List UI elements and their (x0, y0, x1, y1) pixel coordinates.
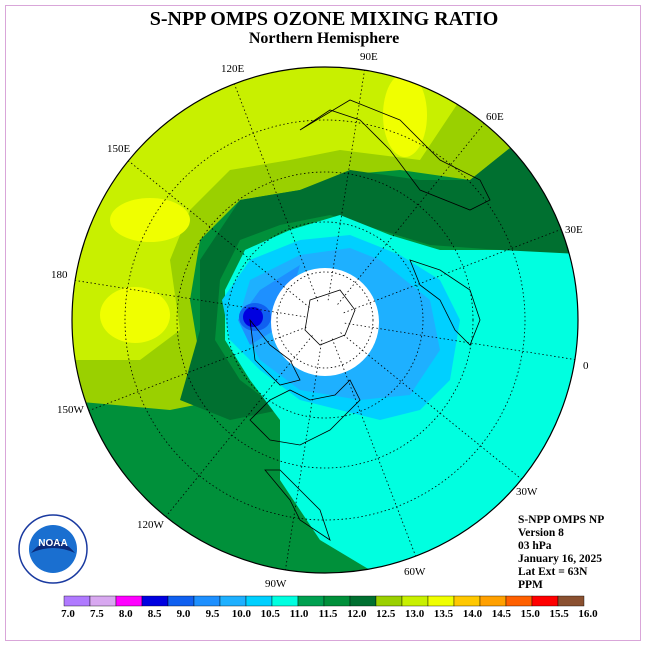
meridian-line (327, 70, 365, 301)
coast-canada-arctic (249, 318, 301, 386)
field-band-13.5-a (110, 198, 190, 242)
figure-frame (5, 5, 641, 641)
colorbar-tick-label: 9.5 (205, 608, 220, 620)
colorbar-tick-label: 12.0 (347, 608, 367, 620)
coast-europe (409, 259, 481, 346)
colorbar-tick-label: 10.0 (231, 608, 251, 620)
lon-60e: 60E (486, 111, 504, 123)
colorbar-tick-label: 7.0 (61, 608, 75, 620)
meridian-line (344, 322, 575, 360)
info-version: Version 8 (518, 527, 564, 539)
coast-asia (299, 99, 491, 211)
info-units: PPM (518, 579, 543, 591)
colorbar-tick-label: 15.0 (520, 608, 540, 620)
lon-60w: 60W (404, 566, 426, 578)
meridian-line (285, 339, 323, 570)
colorbar-tick-label: 14.0 (462, 608, 483, 620)
colorbar-tick-label: 13.5 (433, 608, 454, 620)
info-date: January 16, 2025 (518, 553, 603, 565)
coast-greenland (304, 289, 356, 346)
meridian-line (165, 335, 313, 517)
logo-text: NOAA (38, 538, 67, 549)
colorbar-tick-label: 12.5 (376, 608, 396, 620)
colorbar-tick-label: 14.5 (491, 608, 511, 620)
info-instrument: S-NPP OMPS NP (518, 514, 605, 526)
coast-central-america (264, 469, 331, 541)
colorbar-tick-label: 10.5 (260, 608, 280, 620)
colorbar-tick-label: 8.5 (147, 608, 162, 620)
lat-circle-60 (176, 171, 474, 469)
meridian-line (337, 123, 485, 305)
colorbar-tick-label: 9.0 (176, 608, 191, 620)
meridians (75, 70, 575, 570)
page-subtitle: Northern Hemisphere (248, 30, 400, 47)
coastlines (249, 99, 491, 541)
lon-120e: 120E (221, 63, 245, 75)
field-band-12.0 (180, 140, 578, 420)
meridian-line (88, 326, 307, 412)
coast-north-america (249, 379, 361, 446)
lat-circle-80 (276, 271, 374, 369)
lon-0: 0 (583, 360, 589, 372)
colorbar-tick-label: 11.0 (289, 608, 309, 620)
lon-30e: 30E (565, 224, 583, 236)
info-level: 03 hPa (518, 540, 552, 552)
meridian-line (343, 228, 562, 314)
logo-globe (29, 525, 77, 573)
noaa-logo: NOAA (18, 514, 88, 584)
colorbar-tick-label: 8.0 (118, 608, 133, 620)
meridian-line (75, 280, 306, 318)
polar-no-data (271, 268, 379, 376)
lon-150w: 150W (57, 404, 84, 416)
colorbar-tick-label: 7.5 (90, 608, 104, 620)
colorbar-tick-label: 16.0 (578, 608, 598, 620)
lon-90e: 90E (360, 51, 378, 63)
field-band-8.5 (243, 307, 263, 327)
colorbar-tick-label: 15.5 (549, 608, 569, 620)
lon-120w: 120W (137, 519, 164, 531)
lon-90w: 90W (265, 578, 287, 590)
field-band-13.5-b (100, 287, 170, 343)
lat-circle-70 (226, 221, 424, 419)
info-lat-ext: Lat Ext = 63N (518, 566, 588, 578)
graticule (75, 70, 575, 570)
lat-circle-50 (124, 119, 526, 521)
field-band-13.0 (72, 67, 460, 360)
lon-150e: 150E (107, 143, 131, 155)
lon-30w: 30W (516, 486, 538, 498)
meridian-line (128, 160, 310, 308)
colorbar-tick-label: 13.0 (405, 608, 425, 620)
map-boundary (71, 66, 579, 574)
meridian-line (340, 332, 522, 480)
page-title: S-NPP OMPS OZONE MIXING RATIO (149, 8, 499, 30)
info-panel: S-NPP OMPS NP Version 8 03 hPa January 1… (518, 514, 604, 592)
lon-180: 180 (51, 269, 68, 281)
meridian-line (331, 338, 417, 557)
colorbar-tick-label: 11.5 (318, 608, 338, 620)
meridian-line (233, 83, 319, 302)
logo-bird (31, 540, 75, 553)
